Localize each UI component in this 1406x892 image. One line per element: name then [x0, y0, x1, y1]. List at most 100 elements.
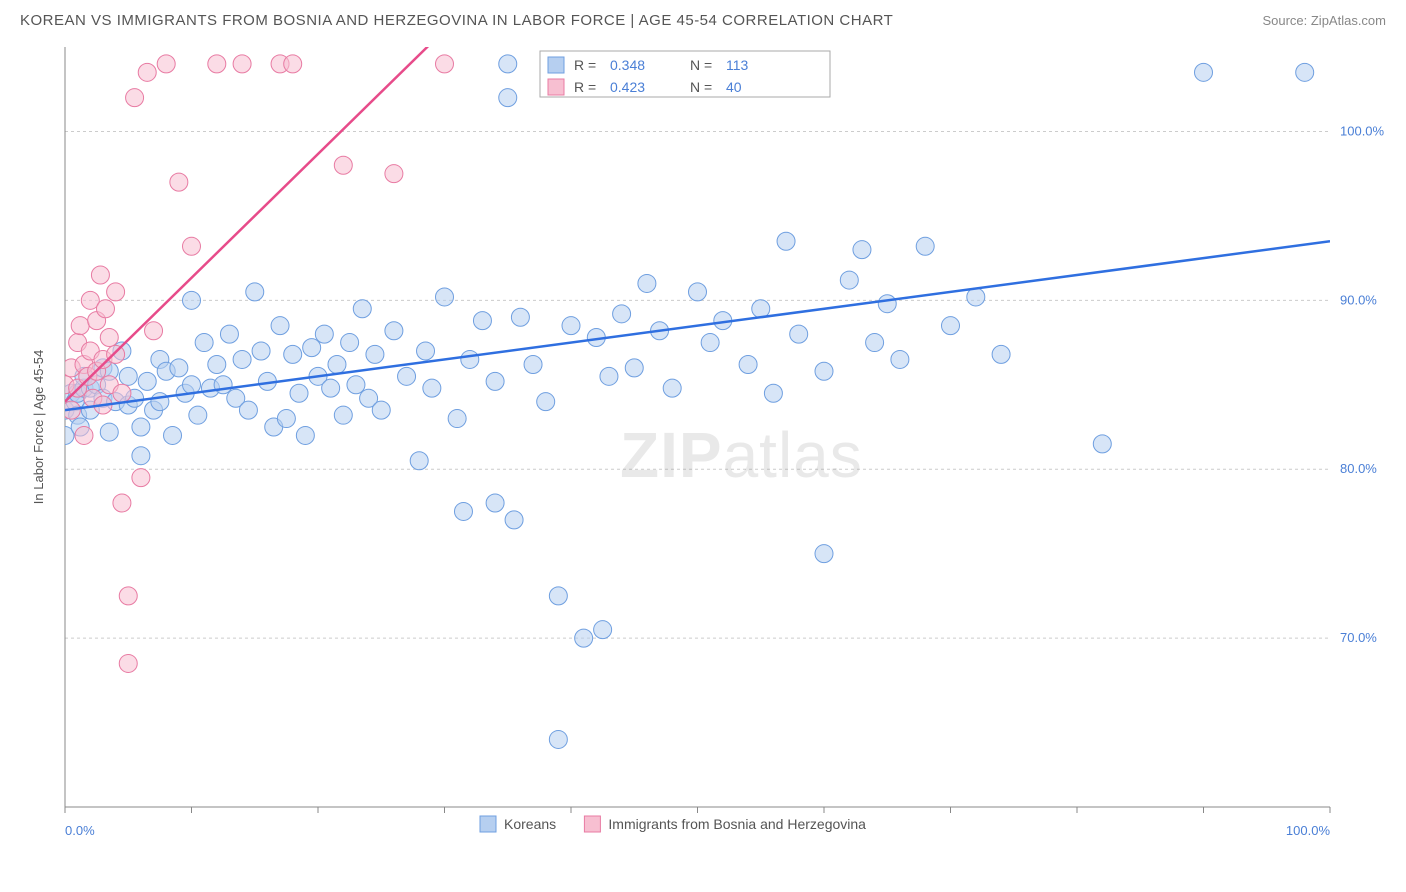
source-link[interactable]: ZipAtlas.com	[1311, 13, 1386, 28]
data-point	[284, 55, 302, 73]
data-point	[486, 372, 504, 390]
data-point	[752, 300, 770, 318]
y-tick-label: 70.0%	[1340, 630, 1377, 645]
chart-header: KOREAN VS IMMIGRANTS FROM BOSNIA AND HER…	[0, 0, 1406, 37]
data-point	[208, 55, 226, 73]
legend-r-label: R =	[574, 79, 596, 95]
data-point	[119, 367, 137, 385]
data-point	[549, 587, 567, 605]
x-label-right: 100.0%	[1286, 823, 1331, 838]
data-point	[328, 356, 346, 374]
legend-n-value: 40	[726, 79, 742, 95]
source-attribution: Source: ZipAtlas.com	[1262, 13, 1386, 28]
data-point	[625, 359, 643, 377]
plot-area	[56, 37, 1330, 748]
data-point	[663, 379, 681, 397]
data-point	[91, 266, 109, 284]
data-point	[113, 494, 131, 512]
data-point	[524, 356, 542, 374]
legend-swatch	[548, 57, 564, 73]
data-point	[138, 372, 156, 390]
data-point	[967, 288, 985, 306]
data-point	[341, 334, 359, 352]
legend-swatch	[480, 816, 496, 832]
data-point	[1296, 63, 1314, 81]
data-point	[170, 359, 188, 377]
data-point	[878, 295, 896, 313]
data-point	[132, 418, 150, 436]
data-point	[170, 173, 188, 191]
data-point	[315, 325, 333, 343]
chart-container: 70.0%80.0%90.0%100.0%0.0%100.0%In Labor …	[20, 37, 1386, 857]
data-point	[220, 325, 238, 343]
data-point	[107, 345, 125, 363]
data-point	[423, 379, 441, 397]
data-point	[689, 283, 707, 301]
data-point	[157, 55, 175, 73]
data-point	[100, 328, 118, 346]
data-point	[815, 545, 833, 563]
data-point	[239, 401, 257, 419]
data-point	[436, 288, 454, 306]
data-point	[277, 410, 295, 428]
data-point	[107, 283, 125, 301]
chart-title: KOREAN VS IMMIGRANTS FROM BOSNIA AND HER…	[20, 12, 893, 29]
data-point	[866, 334, 884, 352]
series-legend-label: Koreans	[504, 816, 556, 832]
data-point	[486, 494, 504, 512]
data-point	[334, 406, 352, 424]
legend-n-label: N =	[690, 57, 712, 73]
data-point	[233, 55, 251, 73]
data-point	[334, 156, 352, 174]
data-point	[505, 511, 523, 529]
data-point	[183, 291, 201, 309]
data-point	[815, 362, 833, 380]
x-label-left: 0.0%	[65, 823, 95, 838]
data-point	[96, 300, 114, 318]
data-point	[600, 367, 618, 385]
data-point	[290, 384, 308, 402]
data-point	[284, 345, 302, 363]
data-point	[189, 406, 207, 424]
y-axis-title: In Labor Force | Age 45-54	[31, 350, 46, 504]
data-point	[195, 334, 213, 352]
y-tick-label: 90.0%	[1340, 292, 1377, 307]
data-point	[183, 376, 201, 394]
legend-r-label: R =	[574, 57, 596, 73]
y-tick-label: 100.0%	[1340, 123, 1385, 138]
legend-n-value: 113	[726, 57, 749, 73]
data-point	[790, 325, 808, 343]
data-point	[764, 384, 782, 402]
data-point	[891, 350, 909, 368]
data-point	[417, 342, 435, 360]
data-point	[347, 376, 365, 394]
data-point	[1195, 63, 1213, 81]
data-point	[549, 730, 567, 748]
data-point	[119, 587, 137, 605]
correlation-chart: 70.0%80.0%90.0%100.0%0.0%100.0%In Labor …	[20, 37, 1386, 857]
data-point	[777, 232, 795, 250]
data-point	[562, 317, 580, 335]
trend-line	[65, 241, 1330, 410]
data-point	[613, 305, 631, 323]
data-point	[208, 356, 226, 374]
data-point	[1093, 435, 1111, 453]
data-point	[119, 654, 137, 672]
data-point	[164, 426, 182, 444]
data-point	[75, 426, 93, 444]
data-point	[575, 629, 593, 647]
data-point	[454, 502, 472, 520]
legend-r-value: 0.423	[610, 79, 645, 95]
data-point	[71, 317, 89, 335]
data-point	[499, 89, 517, 107]
data-point	[372, 401, 390, 419]
data-point	[353, 300, 371, 318]
data-point	[499, 55, 517, 73]
data-point	[233, 350, 251, 368]
data-point	[246, 283, 264, 301]
data-point	[436, 55, 454, 73]
legend-r-value: 0.348	[610, 57, 645, 73]
data-point	[322, 379, 340, 397]
watermark: ZIPatlas	[620, 419, 863, 491]
data-point	[461, 350, 479, 368]
